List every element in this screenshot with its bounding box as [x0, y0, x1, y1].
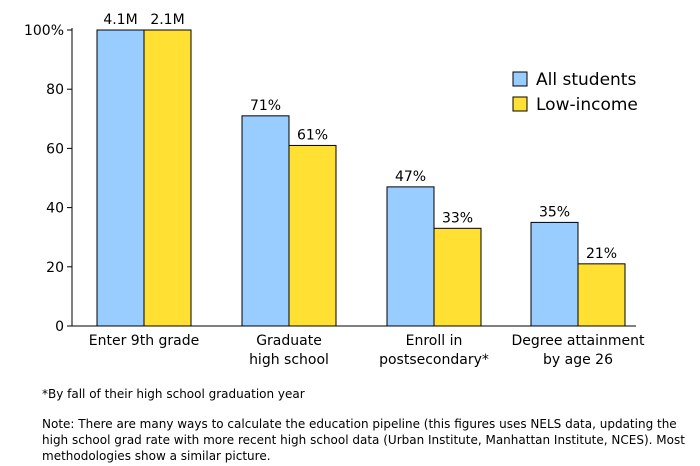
bar	[241, 115, 290, 327]
category-label: Enroll in	[406, 333, 463, 349]
data-label: 47%	[395, 169, 426, 185]
legend-swatch	[512, 71, 528, 87]
bar	[386, 186, 435, 327]
chart-footnote: *By fall of their high school graduation…	[42, 387, 305, 401]
y-tick-label: 40	[46, 201, 64, 217]
bar	[577, 263, 626, 327]
data-label: 2.1M	[150, 12, 184, 28]
data-label: 35%	[539, 204, 570, 220]
data-label: 71%	[250, 98, 281, 114]
y-tick-label: 100%	[24, 23, 64, 39]
category-label: Enter 9th grade	[89, 333, 199, 349]
y-tick-label: 80	[46, 82, 64, 98]
data-label: 4.1M	[103, 12, 137, 28]
category-label: postsecondary*	[379, 352, 489, 368]
y-tick-label: 20	[46, 260, 64, 276]
chart-note: Note: There are many ways to calculate t…	[42, 417, 685, 463]
category-label: Graduate	[256, 333, 322, 349]
data-label: 61%	[297, 127, 328, 143]
y-tick-label: 0	[55, 319, 64, 335]
bar	[143, 29, 192, 327]
category-label: by age 26	[543, 352, 613, 368]
bar	[288, 144, 337, 327]
category-label: high school	[249, 352, 329, 368]
data-label: 21%	[586, 246, 617, 262]
legend-label: Low-income	[536, 95, 638, 115]
bar-chart: 0 20 40 60 80 100% 4.1M 71% 47% 35% 2.1M 61% 33% 21% E…	[24, 12, 645, 368]
bar	[530, 221, 579, 327]
legend-swatch	[512, 96, 528, 112]
data-label: 33%	[442, 210, 473, 226]
legend-label: All students	[536, 70, 636, 90]
category-label: Degree attainment	[512, 333, 645, 349]
bar	[96, 29, 145, 327]
y-tick-label: 60	[46, 141, 64, 157]
bar	[433, 227, 482, 327]
